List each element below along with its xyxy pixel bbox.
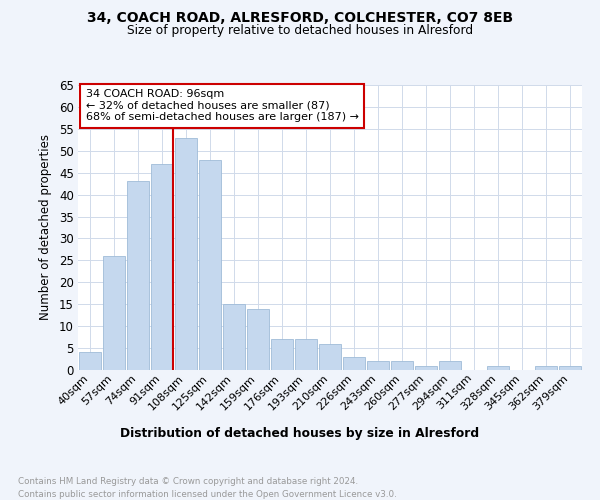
Bar (319, 344, 341, 370)
Text: Contains HM Land Registry data © Crown copyright and database right 2024.
Contai: Contains HM Land Registry data © Crown c… (18, 478, 397, 499)
Bar (415, 366, 437, 370)
Text: 34 COACH ROAD: 96sqm
← 32% of detached houses are smaller (87)
68% of semi-detac: 34 COACH ROAD: 96sqm ← 32% of detached h… (86, 90, 359, 122)
Bar (247, 308, 269, 370)
Bar (367, 361, 389, 370)
Bar (295, 340, 317, 370)
Y-axis label: Number of detached properties: Number of detached properties (39, 134, 52, 320)
Text: Size of property relative to detached houses in Alresford: Size of property relative to detached ho… (127, 24, 473, 37)
Bar (391, 361, 413, 370)
Bar (535, 366, 557, 370)
Bar (487, 366, 509, 370)
Bar (271, 340, 293, 370)
Bar (175, 138, 197, 370)
Bar (559, 366, 581, 370)
Text: Distribution of detached houses by size in Alresford: Distribution of detached houses by size … (121, 428, 479, 440)
Text: 34, COACH ROAD, ALRESFORD, COLCHESTER, CO7 8EB: 34, COACH ROAD, ALRESFORD, COLCHESTER, C… (87, 11, 513, 25)
Bar (343, 357, 365, 370)
Bar (127, 182, 149, 370)
Bar (223, 304, 245, 370)
Bar (151, 164, 173, 370)
Bar (103, 256, 125, 370)
Bar (79, 352, 101, 370)
Bar (439, 361, 461, 370)
Bar (199, 160, 221, 370)
